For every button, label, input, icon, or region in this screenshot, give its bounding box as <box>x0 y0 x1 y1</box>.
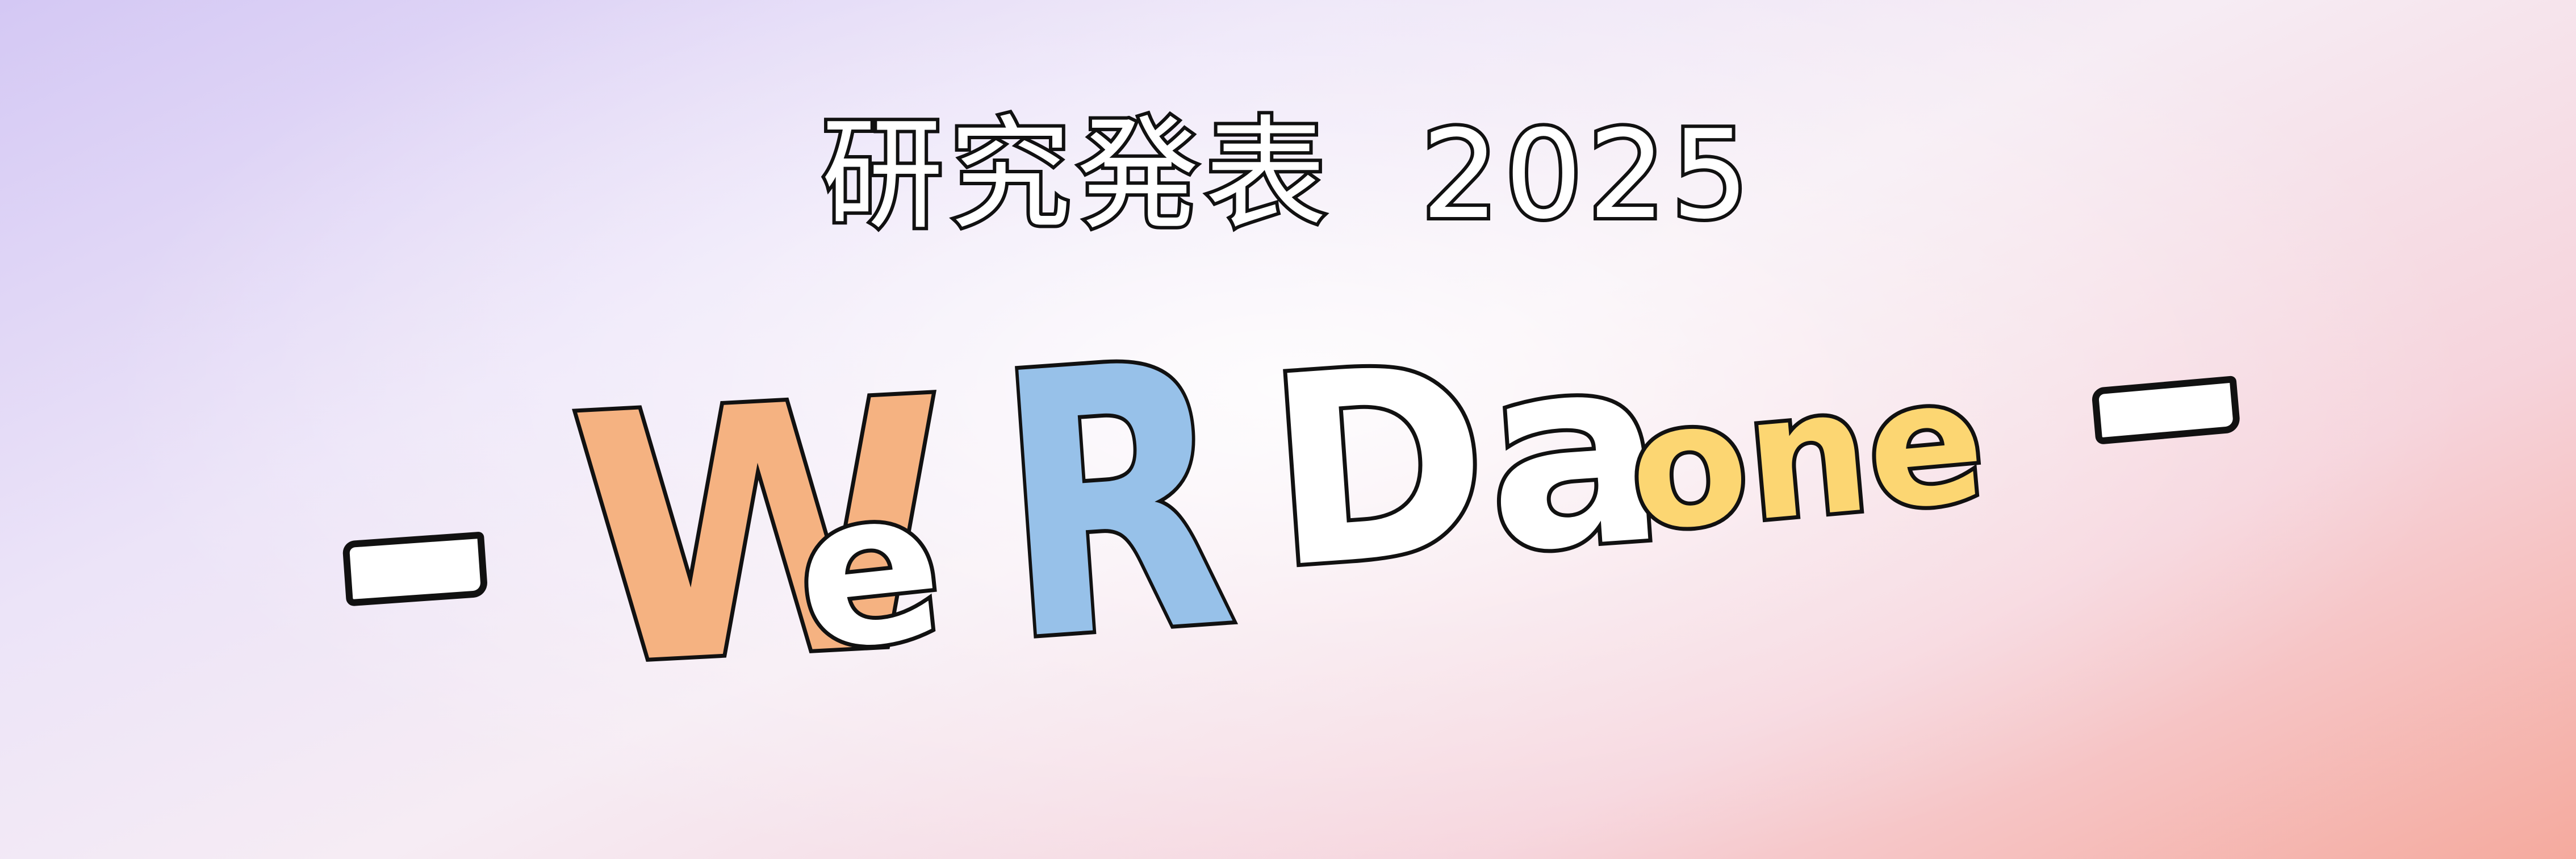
left-dash-decoration <box>342 531 488 607</box>
title-letter-e: e <box>781 437 957 703</box>
title-word-one: one <box>1618 337 1996 574</box>
title-word-da: Da <box>1256 292 1677 631</box>
right-dash-decoration <box>2091 376 2241 445</box>
title-letter-r: R <box>982 280 1248 725</box>
heading-research-presentation-2025: 研究発表 2025 <box>818 103 1755 246</box>
